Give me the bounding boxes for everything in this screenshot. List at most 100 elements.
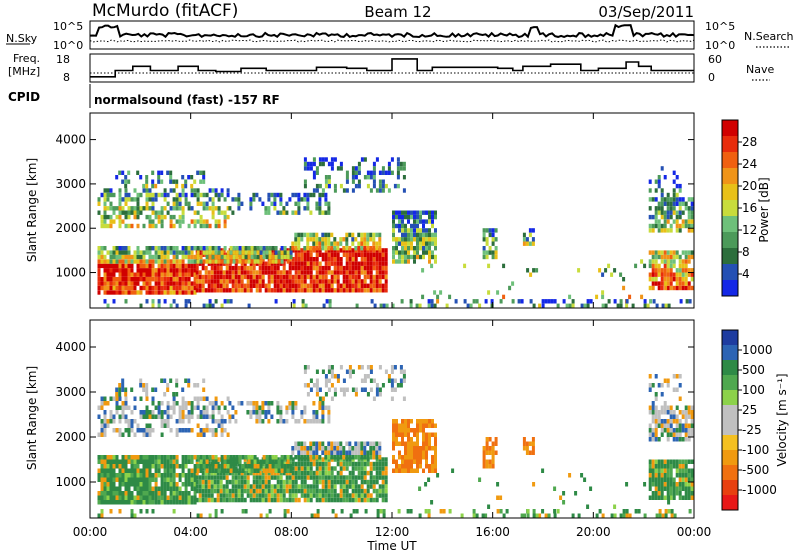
heatmap-cell — [413, 237, 416, 242]
heatmap-cell — [303, 457, 307, 462]
heatmap-cell — [354, 446, 358, 451]
heatmap-cell — [378, 279, 382, 284]
heatmap-cell — [669, 464, 673, 469]
heatmap-cell — [485, 459, 489, 464]
heatmap-cell — [142, 183, 146, 189]
heatmap-cell — [485, 450, 489, 455]
heatmap-cell — [279, 405, 283, 410]
heatmap-cell — [416, 237, 419, 242]
heatmap-cell — [339, 466, 343, 471]
heatmap-cell — [610, 513, 614, 518]
heatmap-cell — [324, 475, 328, 480]
heatmap-cell — [100, 192, 104, 198]
heatmap-cell — [354, 484, 358, 489]
heatmap-cell — [651, 401, 655, 406]
heatmap-cell — [402, 378, 406, 383]
heatmap-cell — [396, 383, 400, 388]
colorbar-tick-label: 12 — [742, 223, 757, 237]
heatmap-cell — [321, 475, 325, 480]
heatmap-cell — [309, 274, 313, 280]
heatmap-cell — [214, 432, 218, 437]
heatmap-cell — [324, 479, 328, 485]
heatmap-cell — [318, 261, 322, 266]
heatmap-cell — [109, 272, 113, 277]
heatmap-cell — [675, 437, 679, 442]
heatmap-cell — [118, 277, 122, 282]
heatmap-cell — [273, 270, 277, 275]
heatmap-cell — [681, 277, 685, 282]
heatmap-cell — [184, 192, 188, 198]
heatmap-cell — [124, 188, 128, 193]
heatmap-cell — [157, 290, 161, 295]
heatmap-cell — [369, 446, 373, 451]
heatmap-cell — [434, 441, 437, 446]
heatmap-cell — [103, 246, 107, 251]
heatmap-cell — [434, 237, 437, 242]
heatmap-cell — [106, 419, 110, 424]
heatmap-cell — [127, 432, 131, 437]
heatmap-cell — [657, 491, 661, 496]
heatmap-cell — [654, 263, 658, 269]
heatmap-cell — [384, 252, 388, 257]
heatmap-cell — [282, 470, 286, 476]
heatmap-cell — [184, 482, 188, 487]
heatmap-cell — [124, 214, 128, 220]
heatmap-cell — [419, 228, 422, 233]
heatmap-cell — [663, 268, 667, 273]
heatmap-cell — [217, 219, 221, 224]
heatmap-cell — [184, 473, 188, 478]
heatmap-cell — [193, 482, 197, 487]
heatmap-cell — [145, 206, 149, 211]
heatmap-cell — [201, 265, 205, 271]
heatmap-cell — [303, 257, 307, 262]
heatmap-cell — [402, 166, 406, 171]
heatmap-cell — [324, 288, 328, 293]
heatmap-cell — [303, 410, 307, 415]
heatmap-cell — [204, 475, 208, 480]
heatmap-cell — [684, 223, 688, 229]
heatmap-cell — [345, 387, 349, 392]
heatmap-cell — [115, 246, 119, 251]
heatmap-cell — [118, 197, 122, 202]
heatmap-cell — [247, 464, 251, 469]
colorbar-swatch — [722, 330, 738, 346]
heatmap-cell — [163, 491, 167, 496]
heatmap-cell — [276, 270, 280, 275]
heatmap-cell — [279, 279, 283, 284]
heatmap-cell — [226, 259, 230, 264]
heatmap-cell — [395, 423, 398, 428]
heatmap-cell — [309, 252, 313, 257]
heatmap-cell — [309, 265, 313, 271]
heatmap-cell — [425, 437, 428, 442]
heatmap-cell — [666, 250, 670, 255]
heatmap-cell — [294, 446, 298, 451]
heatmap-cell — [318, 157, 322, 162]
heatmap-cell — [666, 410, 670, 415]
heatmap-cell — [422, 254, 425, 260]
heatmap-cell — [231, 470, 235, 476]
heatmap-cell — [178, 486, 182, 491]
heatmap-cell — [106, 290, 110, 295]
heatmap-cell — [181, 263, 185, 269]
heatmap-cell — [103, 410, 107, 415]
heatmap-cell — [124, 183, 128, 189]
heatmap-cell — [526, 509, 530, 514]
heatmap-cell — [690, 473, 694, 478]
heatmap-cell — [130, 410, 134, 415]
heatmap-cell — [413, 468, 416, 473]
heatmap-cell — [529, 272, 533, 277]
heatmap-cell — [372, 179, 376, 184]
heatmap-cell — [690, 459, 694, 464]
colorbar-swatch — [722, 280, 738, 297]
heatmap-cell — [336, 283, 340, 288]
heatmap-cell — [675, 250, 679, 255]
heatmap-cell — [208, 513, 212, 518]
heatmap-cell — [378, 470, 382, 476]
heatmap-cell — [169, 303, 173, 308]
heatmap-cell — [261, 493, 265, 498]
heatmap-cell — [279, 414, 283, 419]
heatmap-cell — [336, 378, 340, 383]
heatmap-cell — [136, 192, 140, 198]
heatmap-cell — [690, 482, 694, 487]
heatmap-cell — [100, 223, 104, 229]
